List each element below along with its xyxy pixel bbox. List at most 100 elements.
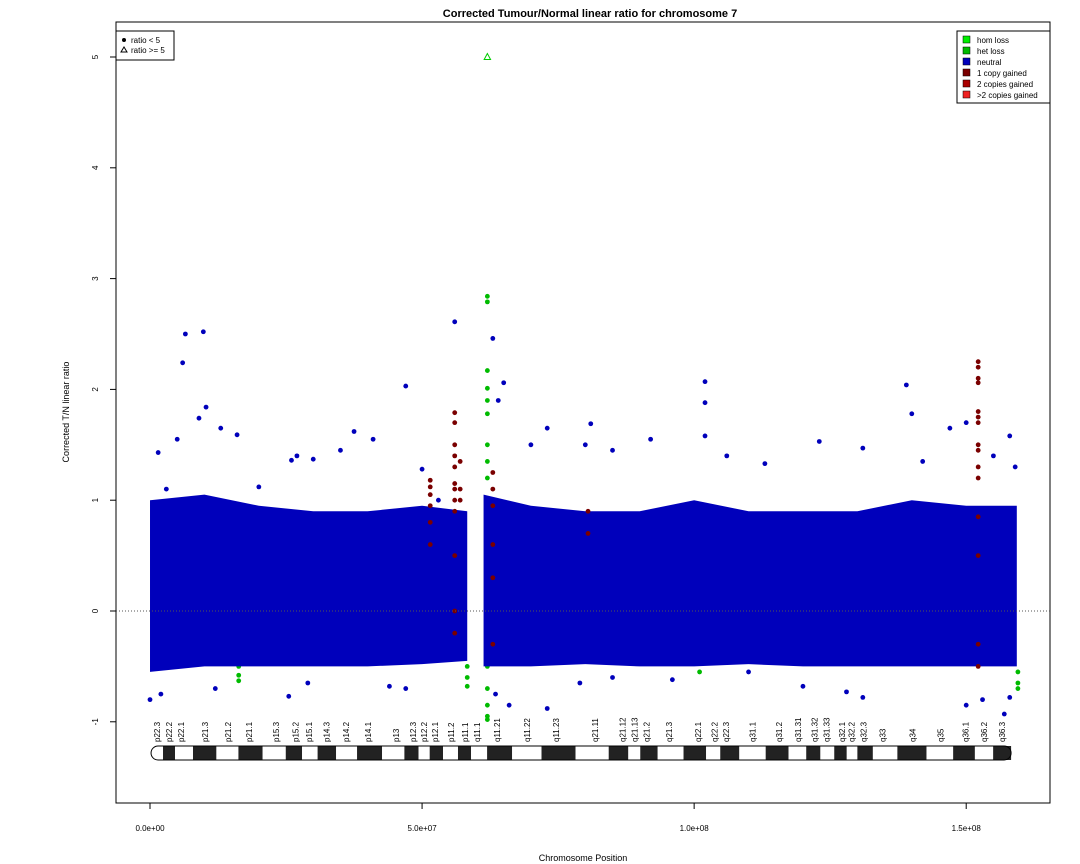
cytoband-label: p22.1 [177, 721, 186, 742]
cytoband-label: q22.2 [710, 721, 719, 742]
point [182, 331, 188, 337]
point [203, 404, 209, 410]
cytoband [683, 746, 707, 760]
cytoband [192, 746, 217, 760]
cytoband [336, 746, 358, 760]
x-tick-label: 1.0e+08 [680, 824, 710, 833]
cytoband [575, 746, 609, 760]
point [484, 411, 490, 417]
point [147, 697, 153, 703]
point [1012, 464, 1018, 470]
cytoband [357, 746, 383, 760]
triangle-point [483, 52, 492, 61]
cytoband-label: q36.1 [962, 721, 971, 742]
cytoband [608, 746, 629, 760]
cytoband-label: q36.3 [998, 721, 1007, 742]
y-tick-label: 0 [91, 608, 100, 613]
point [457, 459, 463, 464]
cytoband [993, 746, 1012, 760]
point [174, 436, 180, 442]
cytoband [872, 746, 898, 760]
cytoband-label: p12.3 [409, 721, 418, 742]
point [484, 717, 490, 722]
point [495, 398, 501, 403]
cytoband [238, 746, 263, 760]
cytoband-label: q11.22 [523, 718, 532, 742]
cytoband [175, 746, 193, 760]
point [702, 433, 708, 439]
legend-triangle [120, 46, 128, 53]
cytoband-label: q31.31 [794, 717, 803, 742]
legend-label: 2 copies gained [977, 80, 1033, 89]
cytoband [806, 746, 821, 760]
y-axis-label: Corrected T/N linear ratio [61, 362, 71, 463]
point [975, 553, 981, 558]
cytoband [628, 746, 641, 760]
point [490, 470, 496, 475]
cytoband [317, 746, 337, 760]
point [419, 466, 425, 472]
point [975, 475, 981, 481]
point [490, 486, 496, 492]
point [975, 447, 981, 453]
x-axis-label: Chromosome Position [539, 853, 628, 863]
cytoband [765, 746, 789, 760]
point [544, 706, 550, 711]
point [975, 409, 981, 414]
y-tick-label: -1 [91, 718, 100, 726]
point [610, 675, 615, 680]
point [464, 683, 470, 689]
point [452, 420, 458, 426]
y-tick-label: 3 [91, 276, 100, 281]
point [464, 675, 470, 680]
point [212, 686, 218, 691]
point [490, 503, 496, 509]
point [1007, 433, 1013, 439]
cytoband-label: q32.1 [838, 721, 847, 742]
point [196, 415, 202, 421]
y-tick-label: 4 [91, 165, 100, 170]
point [947, 425, 953, 431]
cytoband [926, 746, 954, 760]
point [484, 475, 490, 481]
point [975, 364, 981, 370]
point [1015, 686, 1021, 691]
cytoband-label: p21.1 [245, 721, 254, 742]
cytoband [788, 746, 807, 760]
cytoband [974, 746, 994, 760]
legend-label: hom loss [977, 36, 1009, 45]
point [286, 693, 292, 699]
plot-area [147, 52, 1021, 722]
legend-swatch [962, 35, 971, 44]
point [702, 400, 708, 406]
point [544, 425, 550, 431]
point [452, 319, 458, 325]
cytoband [897, 746, 927, 760]
point [387, 683, 392, 689]
point [903, 382, 909, 388]
point [155, 450, 161, 455]
point [452, 453, 458, 459]
point [427, 542, 433, 547]
point [338, 447, 343, 453]
point [457, 486, 463, 492]
point [452, 630, 458, 636]
cytoband-label: q32.3 [859, 721, 868, 742]
point [484, 385, 490, 391]
cytoband-label: q11.23 [552, 718, 561, 742]
point [975, 359, 981, 365]
cytoband-label: p15.1 [305, 721, 314, 742]
cytoband-label: q11.21 [493, 718, 502, 742]
cytoband-label: p21.2 [224, 721, 233, 742]
cytoband [487, 746, 513, 760]
point [963, 702, 969, 708]
point [702, 379, 708, 385]
cytoband [820, 746, 835, 760]
point [452, 410, 458, 416]
cytoband-label: q21.12 [618, 717, 627, 742]
cytoband-label: p11.2 [447, 722, 456, 742]
point [816, 439, 822, 444]
cytoband-label: q33 [878, 728, 887, 742]
cytoband [541, 746, 576, 760]
